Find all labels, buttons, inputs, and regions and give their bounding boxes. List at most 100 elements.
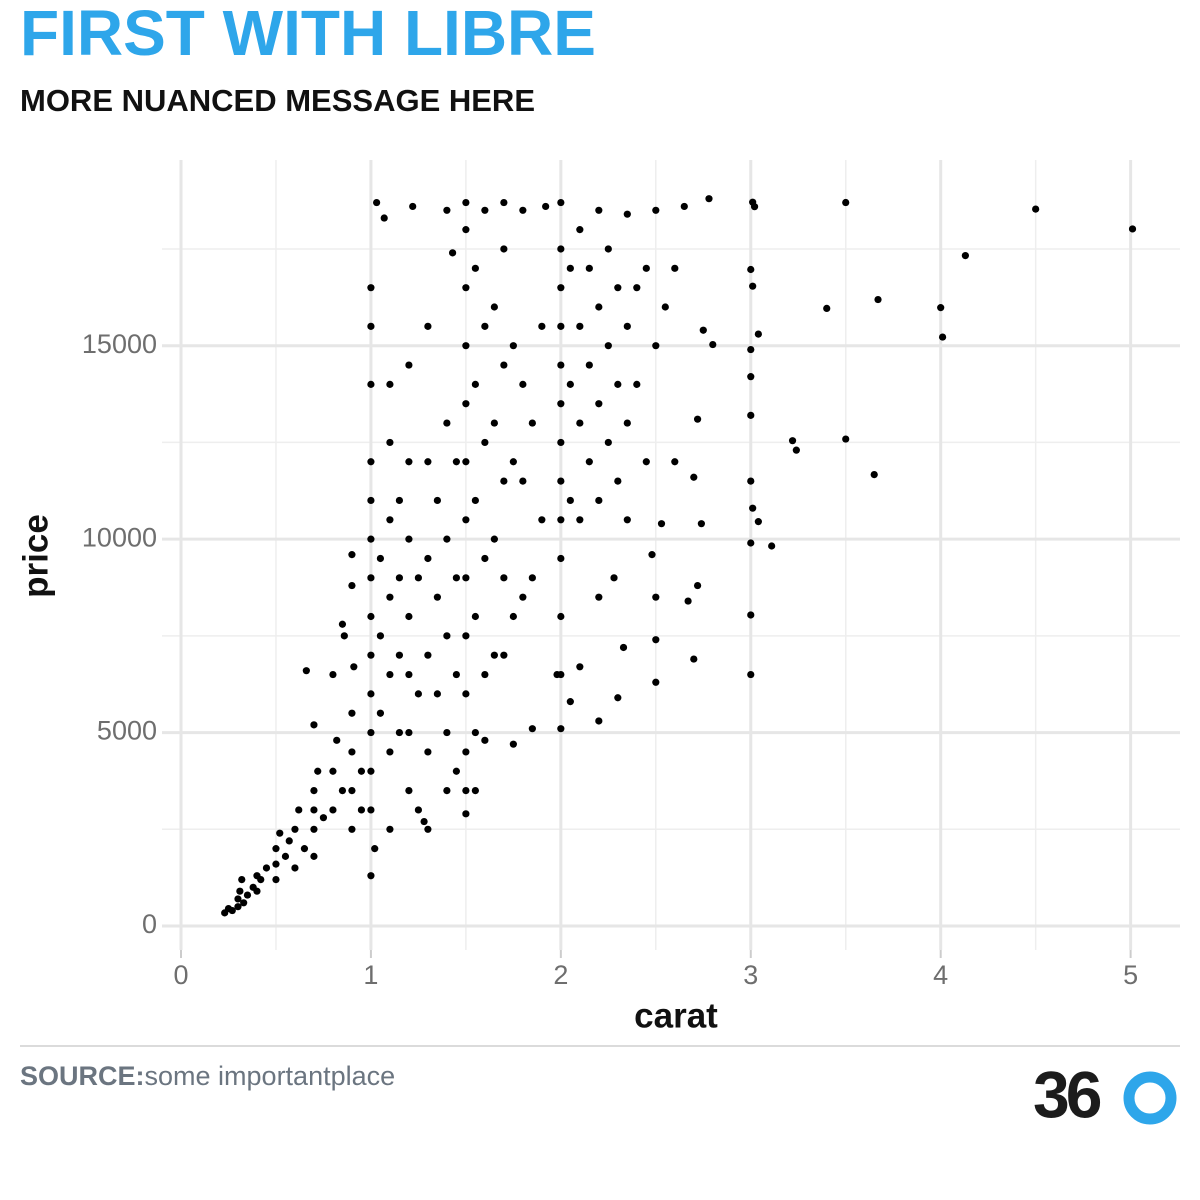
point [471,380,479,388]
point [462,458,470,466]
point [938,333,947,341]
point [754,518,762,526]
point [595,593,603,601]
point [310,806,318,814]
point [747,611,755,619]
point [481,438,489,447]
point [367,767,375,775]
point [386,593,394,601]
point [566,496,574,505]
point [557,284,565,292]
point [1032,205,1040,213]
point [405,535,413,543]
point [693,581,702,590]
point [842,198,850,207]
point [519,593,527,601]
point [557,612,565,621]
point [249,883,257,891]
logo-text: 36 [1033,1057,1101,1131]
point [373,198,381,207]
point [371,845,379,853]
point [238,875,246,884]
point [614,477,622,485]
point [585,458,593,466]
point [348,551,356,559]
point [490,651,498,659]
point [424,554,432,563]
point [642,264,650,272]
point [414,574,422,582]
point [462,400,470,408]
point [386,380,394,388]
point [395,651,404,659]
point [338,620,347,628]
point [367,690,375,698]
point [257,875,265,884]
x-tick-label: 0 [173,960,188,990]
point [481,322,489,330]
point [749,282,757,290]
point [747,539,755,547]
y-tick-label: 0 [142,909,157,939]
point [462,516,470,524]
point [414,806,422,814]
point [443,419,451,427]
point [566,380,574,388]
point [338,787,347,795]
point [380,214,388,222]
point [443,632,451,640]
point [509,740,517,748]
point [490,535,498,543]
point [566,698,574,706]
point [874,295,882,304]
point [462,574,470,582]
point [471,496,479,505]
point [519,380,527,388]
point [528,725,536,733]
point [604,342,612,350]
point [576,663,584,671]
point [690,655,698,663]
point [842,435,850,443]
point [367,651,375,659]
point [538,516,546,524]
point [500,361,508,369]
point [697,520,705,528]
point [500,574,508,582]
point [367,380,375,388]
point [462,284,470,292]
point [314,767,322,775]
point [519,477,527,485]
chart-title: FIRST WITH LIBRE [20,0,596,69]
point [462,342,470,350]
y-tick-label: 10000 [82,522,157,552]
point [329,806,337,814]
point [747,411,755,419]
point [595,717,603,725]
point [557,361,565,369]
point [236,887,244,895]
point [642,458,650,466]
point [228,906,236,915]
point [272,860,280,868]
point [557,198,565,207]
point [471,612,479,621]
point [747,265,755,274]
point [490,303,498,311]
point [754,330,762,338]
chart-subtitle: MORE NUANCED MESSAGE HERE [20,83,535,118]
point [509,458,517,466]
point [240,899,248,907]
point [652,636,660,644]
point [310,825,318,833]
point [471,264,479,272]
point [405,612,413,621]
point [471,787,479,795]
point [481,670,489,679]
logo-icon [1123,1071,1177,1125]
point [585,264,593,272]
point [528,574,536,582]
x-axis-label: carat [634,996,718,1035]
point [395,496,404,505]
